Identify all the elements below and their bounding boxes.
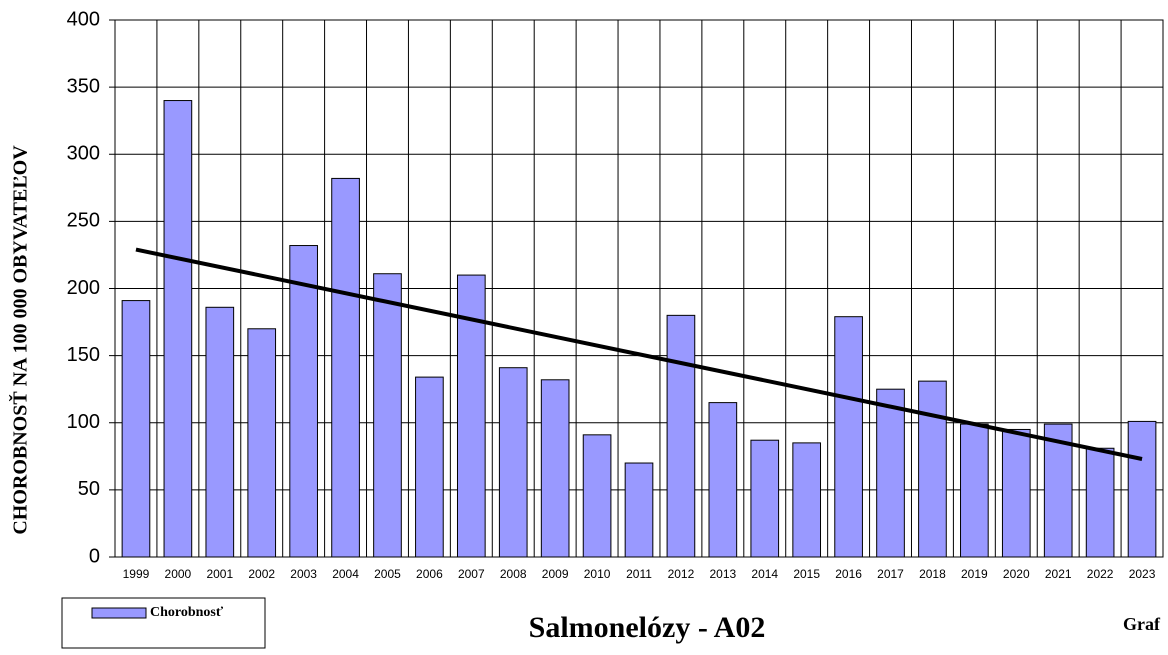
bar bbox=[876, 388, 905, 558]
bar bbox=[415, 376, 444, 558]
x-tick-label: 1999 bbox=[123, 567, 150, 581]
x-tick-label: 2012 bbox=[668, 567, 695, 581]
x-tick-label: 2023 bbox=[1129, 567, 1156, 581]
y-tick-label: 150 bbox=[67, 344, 100, 366]
bar bbox=[373, 273, 402, 558]
x-tick-label: 2004 bbox=[332, 567, 359, 581]
bar bbox=[1001, 428, 1031, 558]
bar bbox=[1127, 420, 1157, 558]
bar bbox=[331, 177, 360, 558]
bar bbox=[918, 380, 947, 558]
x-tick-label: 2007 bbox=[458, 567, 485, 581]
bar bbox=[121, 300, 151, 558]
x-tick-label: 2000 bbox=[165, 567, 192, 581]
x-tick-label: 2014 bbox=[751, 567, 778, 581]
bar bbox=[540, 379, 570, 558]
bar bbox=[1085, 447, 1115, 558]
y-tick-label: 350 bbox=[67, 75, 100, 97]
y-tick-label: 400 bbox=[67, 8, 100, 30]
bar bbox=[708, 402, 738, 558]
x-tick-label: 2015 bbox=[793, 567, 820, 581]
y-tick-label: 100 bbox=[67, 411, 100, 433]
x-tick-label: 2021 bbox=[1045, 567, 1072, 581]
y-tick-label: 250 bbox=[67, 210, 100, 232]
legend-box bbox=[61, 597, 266, 649]
x-tick-label: 2020 bbox=[1003, 567, 1030, 581]
bar bbox=[163, 100, 193, 558]
legend-swatch bbox=[91, 607, 147, 619]
bar bbox=[582, 434, 612, 558]
bar bbox=[960, 423, 989, 558]
x-tick-label: 2002 bbox=[248, 567, 275, 581]
y-tick-label: 50 bbox=[78, 478, 100, 500]
bar bbox=[247, 328, 277, 558]
x-tick-label: 2009 bbox=[542, 567, 569, 581]
chart-title: Salmonelózy - A02 bbox=[529, 611, 766, 644]
bar bbox=[289, 245, 318, 558]
x-tick-label: 2005 bbox=[374, 567, 401, 581]
trend-line bbox=[135, 247, 1143, 461]
bar bbox=[1043, 423, 1073, 558]
bar bbox=[666, 314, 696, 558]
x-tick-label: 2017 bbox=[877, 567, 904, 581]
x-tick-label: 2010 bbox=[584, 567, 611, 581]
x-tick-label: 2011 bbox=[626, 567, 652, 581]
x-tick-label: 2006 bbox=[416, 567, 443, 581]
x-tick-label: 2003 bbox=[290, 567, 317, 581]
y-tick-label: 0 bbox=[89, 545, 100, 567]
note: Graf bbox=[1123, 614, 1161, 634]
bar bbox=[834, 316, 863, 558]
x-tick-label: 2013 bbox=[709, 567, 736, 581]
x-tick-label: 2018 bbox=[919, 567, 946, 581]
x-tick-label: 2022 bbox=[1087, 567, 1114, 581]
bar bbox=[498, 367, 528, 558]
legend-label: Chorobnosť bbox=[150, 605, 224, 620]
x-tick-label: 2016 bbox=[835, 567, 862, 581]
x-tick-label: 2019 bbox=[961, 567, 988, 581]
bar bbox=[624, 462, 654, 558]
y-tick-label: 300 bbox=[67, 143, 100, 165]
bar bbox=[205, 306, 235, 558]
x-tick-label: 2001 bbox=[206, 567, 233, 581]
bar bbox=[792, 442, 822, 558]
y-axis-title: CHOROBNOSŤ NA 100 000 OBYVATEĽOV bbox=[8, 145, 32, 535]
bar bbox=[750, 439, 780, 558]
y-tick-label: 200 bbox=[67, 277, 100, 299]
x-tick-label: 2008 bbox=[500, 567, 527, 581]
